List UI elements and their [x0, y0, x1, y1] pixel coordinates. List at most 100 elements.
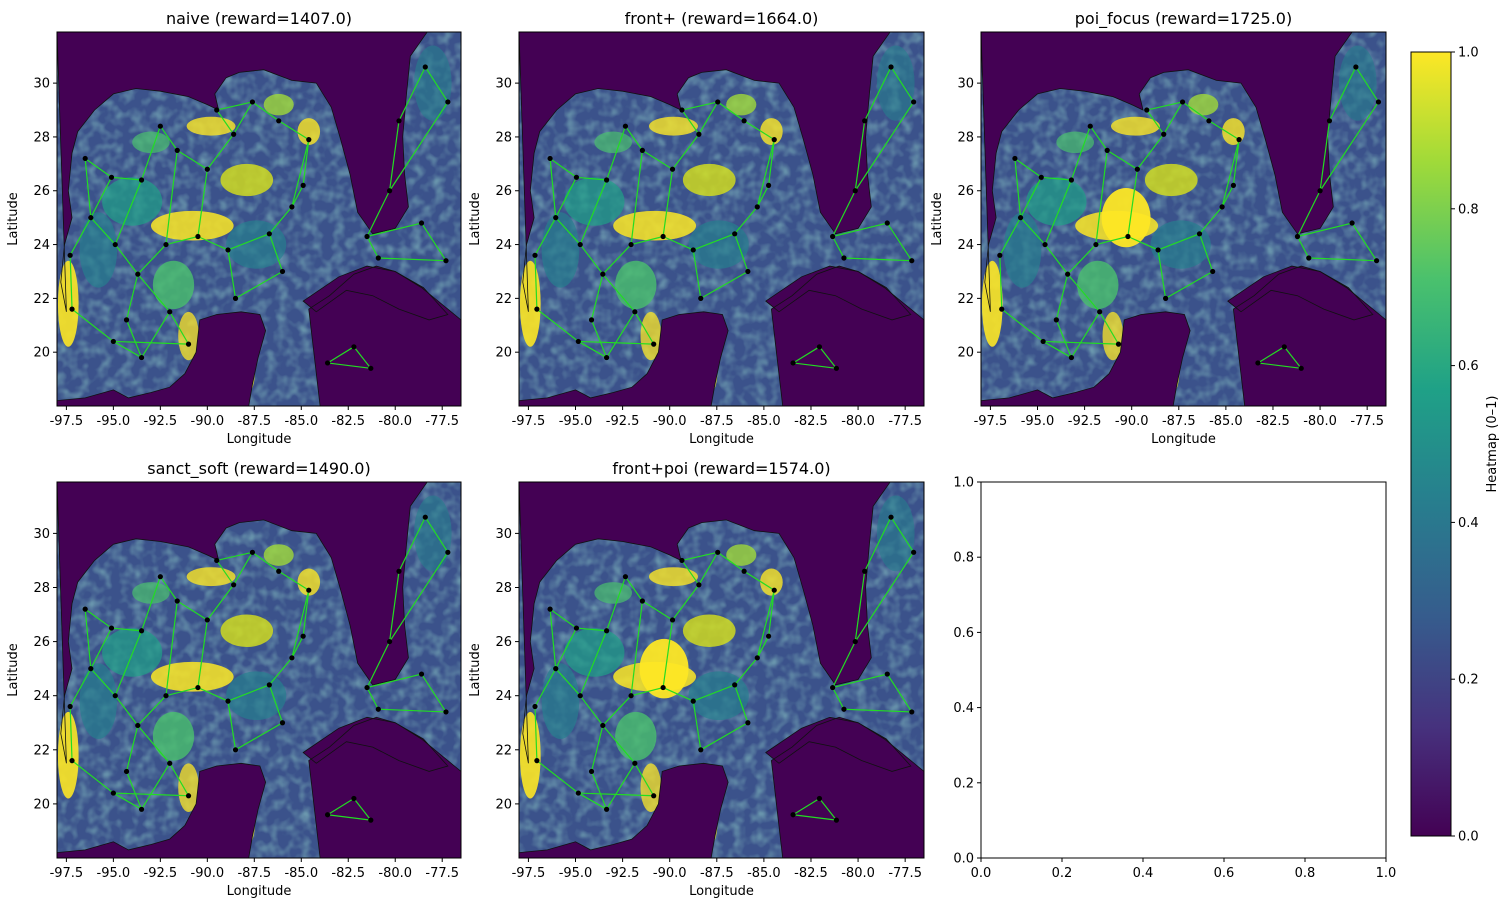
waypoint-marker: [174, 598, 180, 604]
route-segment: [534, 217, 557, 256]
waypoint-marker: [575, 790, 581, 796]
route-segment: [235, 722, 283, 751]
route-segment: [832, 222, 888, 238]
waypoint-marker: [232, 747, 239, 753]
heat-hotspot: [981, 260, 1003, 347]
waypoint-marker: [600, 271, 606, 277]
route-segment: [268, 233, 284, 272]
heat-hotspot: [594, 131, 633, 154]
heat-hotspot: [615, 711, 657, 761]
route-segment: [662, 687, 694, 702]
route-segment: [630, 235, 664, 246]
waypoint-marker: [231, 131, 237, 137]
route-segment: [818, 798, 837, 821]
route-segment: [579, 695, 604, 726]
route-segment: [1095, 235, 1129, 246]
route-segment: [698, 552, 719, 586]
route-segment: [1157, 249, 1167, 299]
waypoint-marker: [862, 118, 868, 124]
empty-panel: 0.0 0.2 0.4 0.6 0.8 1.0 0.0 0.2 0.4 0.6 0.8 1.0: [953, 476, 1396, 882]
route-segment: [1041, 176, 1072, 181]
heat-hotspot: [186, 567, 236, 587]
waypoint-marker: [909, 258, 915, 264]
route-segment: [681, 101, 718, 111]
heat-hotspot: [1003, 212, 1042, 288]
island: [302, 265, 449, 321]
route-segment: [793, 362, 837, 369]
route-segment: [590, 274, 604, 321]
waypoint-marker: [418, 220, 425, 226]
route-segment: [832, 687, 845, 710]
route-segment: [698, 101, 719, 135]
route-segment: [890, 516, 915, 553]
colorbar-tick-label: 0.0: [1458, 830, 1479, 845]
route-segment: [672, 133, 700, 170]
route-segment: [1297, 222, 1353, 238]
island: [765, 265, 912, 321]
heat-hotspot: [1101, 188, 1151, 248]
route-segment: [602, 695, 632, 726]
y-tick-label: 0.2: [953, 776, 974, 791]
colorbar-tick-label: 0.4: [1458, 516, 1479, 531]
route-segment: [90, 217, 116, 245]
waypoint-marker: [715, 549, 721, 555]
route-segment: [389, 101, 449, 192]
waypoint-marker: [157, 123, 163, 129]
route-segment: [1055, 319, 1072, 358]
waypoint-marker: [790, 360, 796, 366]
heat-hotspot: [132, 131, 170, 154]
x-tick-label: 0.8: [1295, 866, 1316, 881]
route-segment: [555, 177, 577, 218]
route-segment: [792, 797, 820, 816]
y-tick-label: 0.8: [953, 551, 974, 566]
waypoint-marker: [368, 365, 374, 371]
route-segment: [216, 101, 253, 111]
route-segment: [291, 185, 304, 208]
route-segment: [662, 619, 674, 688]
route-segment: [227, 233, 270, 251]
route-segment: [692, 701, 702, 750]
route-segment: [854, 552, 915, 642]
waypoint-marker: [1255, 360, 1261, 366]
heat-hotspot: [682, 614, 736, 648]
route-segment: [69, 706, 73, 761]
empty-plot-area: [981, 482, 1386, 858]
waypoint-marker: [830, 684, 836, 691]
waypoint-marker: [1349, 220, 1355, 226]
route-segment: [366, 687, 379, 710]
waypoint-marker: [1125, 233, 1131, 240]
route-segment: [140, 576, 161, 631]
waypoint-marker: [600, 722, 606, 729]
heat-hotspot: [648, 567, 698, 587]
heat-hotspot: [150, 210, 234, 241]
waypoint-marker: [185, 341, 192, 347]
route-segment: [1067, 273, 1101, 313]
route-segment: [71, 308, 114, 342]
axes-frame: [518, 481, 925, 859]
waypoint-marker: [231, 582, 237, 588]
route-segment: [1020, 217, 1046, 245]
route-segment: [227, 249, 237, 299]
y-tick-label: 22: [495, 743, 512, 758]
heat-hotspot: [178, 763, 199, 813]
route-segment: [1136, 133, 1165, 170]
route-segment: [700, 270, 749, 299]
route-segment: [69, 217, 92, 256]
colorbar-tick-label: 0.2: [1458, 673, 1479, 688]
x-tick-label: -97.5: [50, 414, 84, 429]
waypoint-marker: [324, 360, 331, 366]
waypoint-marker: [732, 231, 738, 237]
route-segment: [1296, 236, 1310, 259]
waypoint-marker: [135, 722, 141, 729]
route-segment: [576, 627, 607, 632]
waypoint-marker: [1042, 241, 1048, 248]
waypoint-marker: [573, 174, 580, 180]
y-tick-label: 20: [957, 346, 974, 361]
x-tick-label: 0.4: [1133, 866, 1154, 881]
y-axis-label: Latitude: [6, 643, 21, 697]
route-segment: [1257, 346, 1285, 364]
route-segment: [1044, 179, 1072, 245]
x-tick-label: -77.5: [425, 414, 459, 429]
waypoint-marker: [588, 768, 595, 775]
